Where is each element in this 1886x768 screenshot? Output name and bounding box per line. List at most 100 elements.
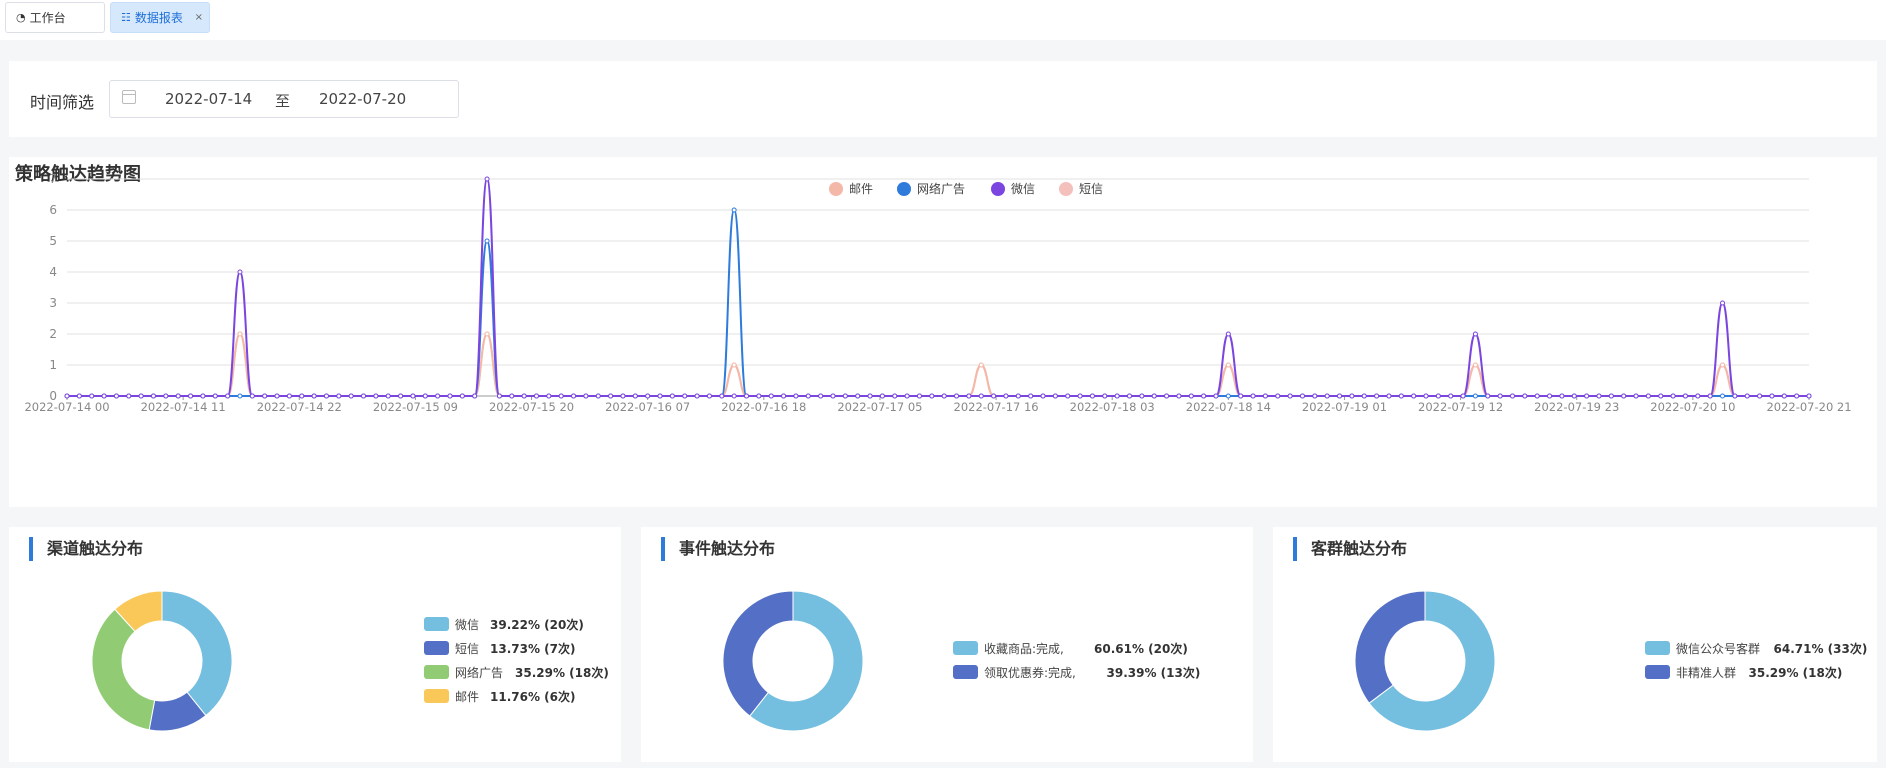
tab-workbench[interactable]: ◔ 工作台 — [5, 2, 105, 33]
data-point — [1720, 300, 1726, 306]
data-point — [89, 393, 95, 399]
data-point — [731, 207, 737, 213]
data-point — [1139, 393, 1145, 399]
data-point — [1806, 393, 1812, 399]
data-point — [459, 393, 465, 399]
data-point — [1225, 393, 1231, 399]
data-point — [410, 393, 416, 399]
legend-label: 领取优惠券:完成, — [984, 665, 1076, 680]
data-point — [595, 393, 601, 399]
data-point — [101, 393, 107, 399]
x-tick-label: 2022-07-14 22 — [257, 400, 342, 414]
data-point — [126, 393, 132, 399]
data-point — [608, 393, 614, 399]
data-point — [620, 393, 626, 399]
data-point — [385, 393, 391, 399]
data-point — [200, 393, 206, 399]
legend-label: 微信 — [455, 618, 479, 632]
legend-value: 60.61% (20次) — [1094, 641, 1188, 656]
data-point — [1621, 393, 1627, 399]
tab-bar: ◔ 工作台 ☷ 数据报表 × — [0, 0, 1886, 40]
data-point — [571, 393, 577, 399]
data-point — [1571, 393, 1577, 399]
data-point — [249, 393, 255, 399]
x-tick-label: 2022-07-20 21 — [1766, 400, 1851, 414]
data-point — [855, 393, 861, 399]
data-point — [1435, 393, 1441, 399]
data-point — [805, 393, 811, 399]
legend-swatch — [424, 641, 449, 655]
legend-marker — [1059, 182, 1073, 196]
pie-slice-1 — [722, 590, 794, 717]
data-point — [645, 393, 651, 399]
table-icon: ☷ — [121, 11, 131, 24]
data-point — [1472, 393, 1478, 399]
data-point — [694, 393, 700, 399]
pie-slice-1 — [1354, 590, 1426, 704]
data-point — [76, 393, 82, 399]
event-card: 事件触达分布 收藏商品:完成, 60.61% (20次) 领取优惠券:完成, 39.3… — [641, 527, 1253, 762]
data-point — [781, 393, 787, 399]
data-point — [706, 393, 712, 399]
y-tick-label: 3 — [49, 296, 57, 310]
y-tick-label: 1 — [49, 358, 57, 372]
data-point — [719, 393, 725, 399]
data-point — [916, 393, 922, 399]
data-point — [793, 393, 799, 399]
data-point — [1324, 393, 1330, 399]
data-point — [1423, 393, 1429, 399]
data-point — [978, 362, 984, 368]
data-point — [1225, 362, 1231, 368]
legend-label: 网络广告 — [455, 665, 503, 680]
pie-slice-0 — [1368, 590, 1496, 732]
data-point — [1299, 393, 1305, 399]
data-point — [1213, 393, 1219, 399]
data-point — [669, 393, 675, 399]
pie-slice-2 — [91, 608, 156, 731]
trend-title: 策略触达趋势图 — [15, 164, 141, 185]
data-point — [1509, 393, 1515, 399]
data-point — [632, 393, 638, 399]
legend-value: 35.29% (18次) — [515, 665, 609, 680]
data-point — [731, 362, 737, 368]
filter-panel: 时间筛选 2022-07-14 至 2022-07-20 — [9, 61, 1877, 137]
data-point — [237, 269, 243, 275]
data-point — [1670, 393, 1676, 399]
data-point — [1608, 393, 1614, 399]
tab-data-report[interactable]: ☷ 数据报表 × — [110, 2, 210, 33]
date-end[interactable]: 2022-07-20 — [319, 90, 407, 108]
data-point — [1349, 393, 1355, 399]
data-point — [892, 393, 898, 399]
data-point — [188, 393, 194, 399]
data-point — [1707, 393, 1713, 399]
data-point — [64, 393, 70, 399]
x-tick-label: 2022-07-18 14 — [1186, 400, 1271, 414]
data-point — [286, 393, 292, 399]
data-point — [991, 393, 997, 399]
date-start[interactable]: 2022-07-14 — [165, 90, 253, 108]
data-point — [398, 393, 404, 399]
pie-slice-0 — [749, 590, 864, 732]
date-range-picker[interactable]: 2022-07-14 至 2022-07-20 — [109, 80, 459, 118]
legend-value: 35.29% (18次) — [1749, 665, 1843, 680]
data-point — [756, 393, 762, 399]
data-point — [299, 393, 305, 399]
data-point — [1188, 393, 1194, 399]
data-point — [1682, 393, 1688, 399]
tab-close-icon[interactable]: × — [194, 12, 203, 23]
data-point — [546, 393, 552, 399]
y-tick-label: 2 — [49, 327, 57, 341]
data-point — [966, 393, 972, 399]
legend-label: 短信 — [1079, 182, 1103, 196]
data-point — [867, 393, 873, 399]
data-point — [175, 393, 181, 399]
channel-pie-chart: 微信 39.22% (20次) 短信 13.73% (7次) 网络广告 35.29% (1… — [91, 590, 609, 732]
data-point — [1361, 393, 1367, 399]
data-point — [323, 393, 329, 399]
data-point — [744, 393, 750, 399]
data-point — [1040, 393, 1046, 399]
data-point — [1645, 393, 1651, 399]
data-point — [1744, 393, 1750, 399]
data-point — [1658, 393, 1664, 399]
data-point — [1126, 393, 1132, 399]
